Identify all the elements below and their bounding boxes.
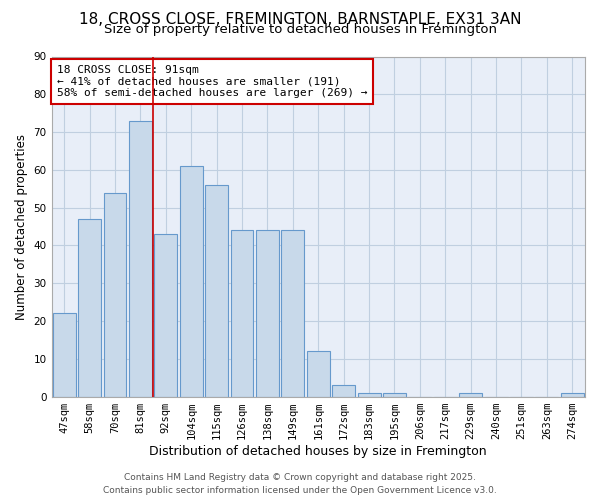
Bar: [256, 230, 279, 396]
Bar: [78, 219, 101, 396]
Bar: [230, 230, 253, 396]
Bar: [332, 385, 355, 396]
Bar: [205, 185, 228, 396]
Bar: [281, 230, 304, 396]
Bar: [129, 120, 152, 396]
Bar: [561, 393, 584, 396]
Y-axis label: Number of detached properties: Number of detached properties: [15, 134, 28, 320]
Bar: [307, 351, 330, 397]
Bar: [154, 234, 177, 396]
Text: Contains HM Land Registry data © Crown copyright and database right 2025.
Contai: Contains HM Land Registry data © Crown c…: [103, 474, 497, 495]
Bar: [104, 192, 127, 396]
X-axis label: Distribution of detached houses by size in Fremington: Distribution of detached houses by size …: [149, 444, 487, 458]
Text: Size of property relative to detached houses in Fremington: Size of property relative to detached ho…: [104, 22, 497, 36]
Bar: [358, 393, 380, 396]
Text: 18 CROSS CLOSE: 91sqm
← 41% of detached houses are smaller (191)
58% of semi-det: 18 CROSS CLOSE: 91sqm ← 41% of detached …: [57, 65, 367, 98]
Text: 18, CROSS CLOSE, FREMINGTON, BARNSTAPLE, EX31 3AN: 18, CROSS CLOSE, FREMINGTON, BARNSTAPLE,…: [79, 12, 521, 28]
Bar: [180, 166, 203, 396]
Bar: [383, 393, 406, 396]
Bar: [459, 393, 482, 396]
Bar: [53, 314, 76, 396]
